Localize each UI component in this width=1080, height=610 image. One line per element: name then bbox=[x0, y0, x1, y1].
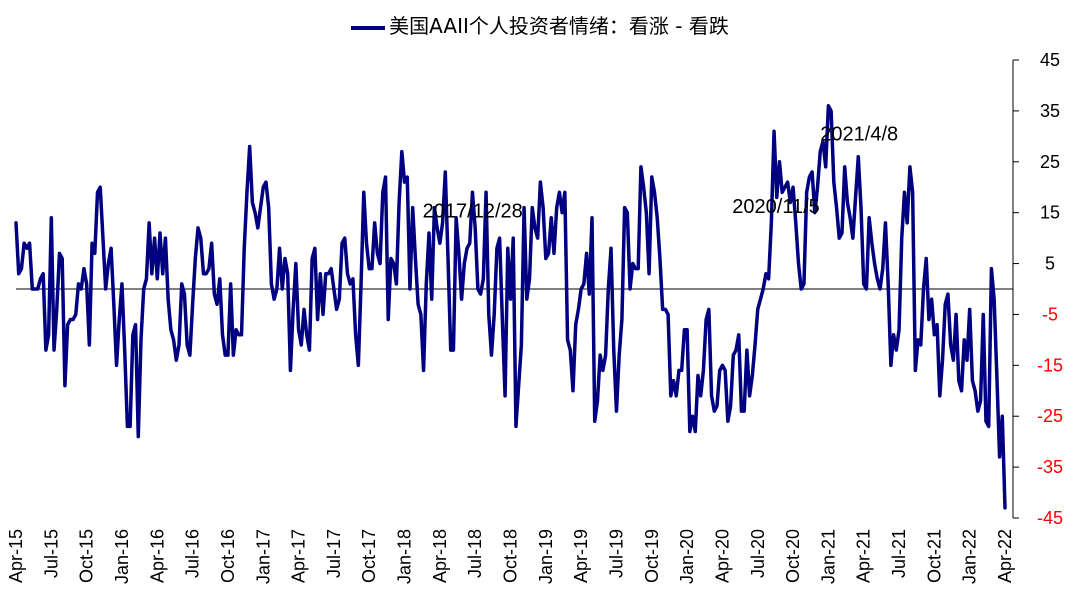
x-tick-label: Apr-18 bbox=[430, 529, 450, 583]
x-tick-label: Oct-18 bbox=[501, 529, 521, 583]
annotation-label: 2021/4/8 bbox=[820, 124, 898, 146]
legend-swatch bbox=[351, 25, 386, 30]
y-tick-label: 35 bbox=[1040, 101, 1060, 121]
x-tick-label: Jan-17 bbox=[253, 529, 273, 584]
y-tick-label: 45 bbox=[1040, 50, 1060, 70]
x-tick-label: Apr-17 bbox=[289, 529, 309, 583]
y-tick-label: -5 bbox=[1042, 304, 1058, 324]
annotation-label: 2017/12/28 bbox=[423, 201, 523, 223]
y-tick-label: 25 bbox=[1040, 152, 1060, 172]
x-tick-label: Jan-20 bbox=[677, 529, 697, 584]
y-tick-label: 15 bbox=[1040, 203, 1060, 223]
x-tick-label: Jan-21 bbox=[818, 529, 838, 584]
x-tick-label: Oct-20 bbox=[783, 529, 803, 583]
legend-label: 美国AAII个人投资者情绪：看涨 - 看跌 bbox=[389, 14, 729, 38]
x-tick-label: Oct-17 bbox=[359, 529, 379, 583]
y-tick-label: -25 bbox=[1037, 406, 1063, 426]
x-tick-label: Oct-16 bbox=[218, 529, 238, 583]
x-tick-label: Jul-17 bbox=[324, 529, 344, 578]
x-tick-label: Jul-20 bbox=[748, 529, 768, 578]
x-tick-label: Apr-16 bbox=[147, 529, 167, 583]
x-tick-label: Jan-22 bbox=[960, 529, 980, 584]
annotation-label: 2020/11/5 bbox=[732, 196, 820, 218]
series-line bbox=[14, 104, 1007, 510]
chart-legend: 美国AAII个人投资者情绪：看涨 - 看跌 bbox=[0, 10, 1080, 39]
y-tick-label: -15 bbox=[1037, 355, 1063, 375]
x-tick-label: Apr-20 bbox=[712, 529, 732, 583]
x-tick-label: Oct-15 bbox=[77, 529, 97, 583]
x-tick-label: Jan-18 bbox=[395, 529, 415, 584]
x-tick-label: Jul-21 bbox=[889, 529, 909, 578]
y-tick-label: 5 bbox=[1045, 254, 1055, 274]
y-tick-label: -45 bbox=[1037, 508, 1063, 528]
x-tick-label: Jul-18 bbox=[465, 529, 485, 578]
x-tick-label: Apr-15 bbox=[6, 529, 26, 583]
x-tick-label: Jul-16 bbox=[183, 529, 203, 578]
y-tick-label: -35 bbox=[1037, 457, 1063, 477]
x-tick-label: Apr-21 bbox=[854, 529, 874, 583]
x-tick-label: Jul-15 bbox=[41, 529, 61, 578]
x-tick-label: Oct-19 bbox=[642, 529, 662, 583]
x-tick-label: Apr-19 bbox=[571, 529, 591, 583]
x-tick-label: Jan-19 bbox=[536, 529, 556, 584]
x-tick-label: Apr-22 bbox=[995, 529, 1015, 583]
x-tick-label: Jul-19 bbox=[606, 529, 626, 578]
x-tick-label: Jan-16 bbox=[112, 529, 132, 584]
x-tick-label: Oct-21 bbox=[924, 529, 944, 583]
